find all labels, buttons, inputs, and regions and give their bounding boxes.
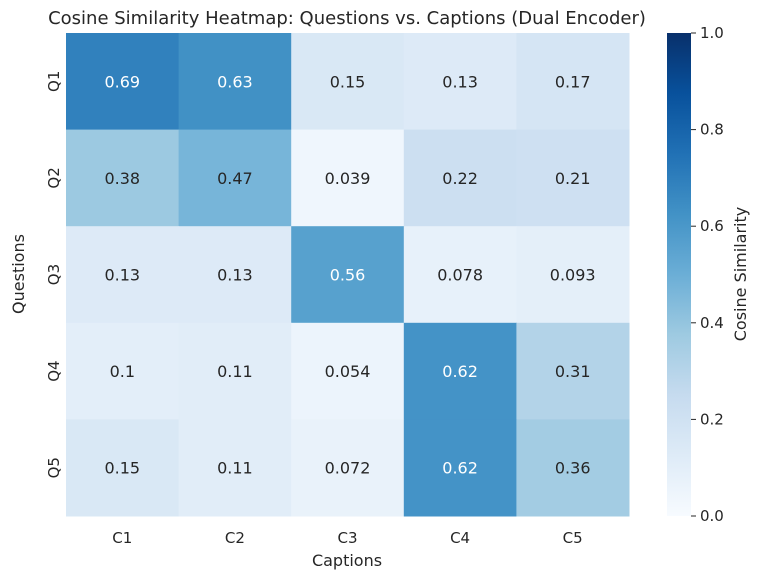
cell-value-label: 0.039: [325, 169, 371, 188]
y-axis-ticks: Q1 Q2 Q3 Q4 Q5: [45, 71, 63, 479]
cell-value-label: 0.69: [104, 72, 140, 91]
heatmap-cells: 0.69 0.63 0.15 0.13 0.17 0.38 0.47 0.039 0.22 0.2…: [66, 33, 630, 517]
x-tick-label: C4: [450, 529, 470, 547]
cell-value-label: 0.63: [217, 72, 253, 91]
cell-value-label: 0.072: [325, 459, 371, 478]
heatmap-cell: [516, 322, 630, 420]
cell-value-label: 0.093: [550, 266, 596, 285]
heatmap-cell: [291, 322, 405, 420]
cell-value-label: 0.31: [555, 362, 591, 381]
cell-value-label: 0.62: [442, 459, 478, 478]
cell-value-label: 0.078: [437, 266, 483, 285]
colorbar-label: Cosine Similarity: [731, 207, 750, 341]
heatmap-cell: [516, 419, 630, 517]
heatmap-cell: [178, 129, 292, 227]
heatmap-cell: [66, 33, 180, 131]
colorbar-tick-label: 0.8: [700, 121, 724, 139]
x-tick-label: C3: [337, 529, 357, 547]
colorbar-tick-label: 1.0: [700, 24, 724, 42]
chart-title: Cosine Similarity Heatmap: Questions vs.…: [48, 8, 646, 29]
y-tick-label: Q2: [45, 167, 63, 188]
cell-value-label: 0.62: [442, 362, 478, 381]
heatmap-cell: [403, 419, 517, 517]
heatmap-cell: [66, 226, 180, 324]
colorbar-ticks: 0.0 0.2 0.4 0.6 0.8 1.0: [691, 24, 724, 525]
x-tick-label: C1: [112, 529, 132, 547]
colorbar-tick-label: 0.0: [700, 507, 724, 525]
cell-value-label: 0.38: [104, 169, 140, 188]
heatmap-cell: [178, 226, 292, 324]
cell-value-label: 0.054: [325, 362, 371, 381]
colorbar: [667, 33, 691, 516]
y-tick-label: Q1: [45, 71, 63, 92]
cell-value-label: 0.21: [555, 169, 591, 188]
heatmap-cell: [291, 33, 405, 131]
heatmap-cell: [178, 322, 292, 420]
heatmap-cell: [66, 322, 180, 420]
x-axis-label: Captions: [312, 551, 382, 570]
heatmap-cell: [66, 419, 180, 517]
cell-value-label: 0.13: [217, 266, 253, 285]
x-tick-label: C5: [563, 529, 583, 547]
cell-value-label: 0.17: [555, 72, 591, 91]
colorbar-tick-label: 0.4: [700, 314, 724, 332]
heatmap-cell: [291, 226, 405, 324]
x-tick-label: C2: [225, 529, 245, 547]
y-tick-label: Q5: [45, 457, 63, 478]
y-axis-label: Questions: [9, 234, 28, 314]
heatmap-cell: [516, 33, 630, 131]
cell-value-label: 0.11: [217, 362, 253, 381]
cell-value-label: 0.15: [104, 459, 140, 478]
y-tick-label: Q3: [45, 264, 63, 285]
colorbar-tick-label: 0.2: [700, 410, 724, 428]
heatmap-cell: [403, 226, 517, 324]
cell-value-label: 0.22: [442, 169, 478, 188]
cell-value-label: 0.56: [330, 266, 366, 285]
colorbar-tick-label: 0.6: [700, 217, 724, 235]
cell-value-label: 0.11: [217, 459, 253, 478]
x-axis-ticks: C1 C2 C3 C4 C5: [112, 529, 582, 547]
heatmap-cell: [403, 322, 517, 420]
heatmap-cell: [291, 419, 405, 517]
heatmap-cell: [516, 226, 630, 324]
heatmap-cell: [66, 129, 180, 227]
cell-value-label: 0.13: [442, 72, 478, 91]
y-tick-label: Q4: [45, 360, 63, 381]
cell-value-label: 0.15: [330, 72, 366, 91]
heatmap-cell: [516, 129, 630, 227]
heatmap-cell: [178, 419, 292, 517]
heatmap-cell: [291, 129, 405, 227]
cell-value-label: 0.1: [110, 362, 135, 381]
heatmap-cell: [403, 33, 517, 131]
cell-value-label: 0.13: [104, 266, 140, 285]
heatmap-cell: [403, 129, 517, 227]
heatmap-cell: [178, 33, 292, 131]
cell-value-label: 0.36: [555, 459, 591, 478]
cell-value-label: 0.47: [217, 169, 253, 188]
